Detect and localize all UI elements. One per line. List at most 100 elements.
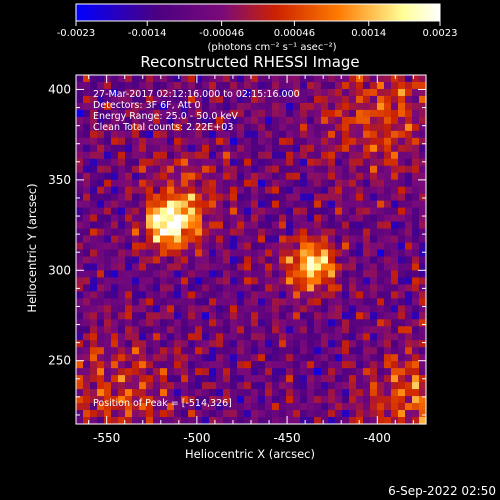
heatmap-cell [104, 130, 112, 139]
heatmap-cell [251, 158, 259, 167]
heatmap-cell [370, 130, 378, 139]
heatmap-cell [237, 403, 245, 411]
heatmap-cell [349, 256, 357, 265]
heatmap-cell [370, 95, 378, 104]
heatmap-cell [307, 179, 315, 188]
heatmap-cell [419, 263, 427, 272]
heatmap-cell [216, 221, 224, 230]
heatmap-cell [230, 116, 238, 125]
heatmap-cell [321, 144, 329, 153]
heatmap-cell [391, 242, 399, 251]
heatmap-cell [174, 375, 182, 383]
heatmap-cell [405, 165, 413, 174]
heatmap-cell [181, 354, 189, 362]
heatmap-cell [174, 270, 182, 279]
heatmap-cell [202, 417, 210, 425]
heatmap-cell [90, 256, 98, 265]
heatmap-cell [153, 389, 161, 397]
heatmap-cell [251, 186, 259, 195]
heatmap-cell [307, 291, 315, 299]
heatmap-cell [300, 284, 308, 292]
heatmap-cell [314, 305, 322, 313]
heatmap-cell [209, 130, 217, 139]
heatmap-cell [167, 130, 175, 139]
heatmap-cell [237, 172, 245, 181]
heatmap-cell [160, 368, 168, 376]
heatmap-cell [118, 263, 126, 272]
heatmap-cell [293, 130, 301, 139]
heatmap-cell [328, 249, 336, 258]
heatmap-cell [370, 410, 378, 418]
heatmap-cell [328, 193, 336, 202]
heatmap-cell [153, 207, 161, 216]
heatmap-cell [314, 102, 322, 111]
heatmap-cell [83, 298, 91, 306]
heatmap-cell [230, 228, 238, 237]
heatmap-cell [195, 151, 203, 160]
heatmap-cell [398, 109, 406, 118]
heatmap-cell [321, 186, 329, 195]
heatmap-cell [202, 75, 210, 83]
heatmap-cell [244, 95, 252, 104]
heatmap-cell [125, 214, 133, 223]
heatmap-cell [293, 340, 301, 348]
heatmap-cell [244, 382, 252, 390]
heatmap-cell [209, 249, 217, 258]
heatmap-cell [356, 375, 364, 383]
heatmap-cell [258, 410, 266, 418]
heatmap-cell [300, 263, 308, 272]
heatmap-cell [377, 123, 385, 132]
heatmap-cell [279, 417, 287, 425]
heatmap-cell [384, 403, 392, 411]
heatmap-cell [391, 116, 399, 125]
heatmap-cell [132, 95, 140, 104]
heatmap-cell [146, 319, 154, 327]
heatmap-cell [153, 249, 161, 258]
heatmap-cell [76, 179, 84, 188]
heatmap-cell [377, 368, 385, 376]
heatmap-cell [314, 172, 322, 181]
heatmap-cell [328, 186, 336, 195]
heatmap-cell [321, 319, 329, 327]
heatmap-cell [188, 263, 196, 272]
heatmap-cell [237, 88, 245, 97]
heatmap-cell [174, 109, 182, 118]
heatmap-cell [90, 305, 98, 313]
heatmap-cell [307, 200, 315, 209]
heatmap-cell [419, 200, 427, 209]
heatmap-cell [125, 221, 133, 230]
heatmap-cell [111, 214, 119, 223]
heatmap-cell [174, 368, 182, 376]
heatmap-cell [377, 158, 385, 167]
heatmap-cell [202, 361, 210, 369]
heatmap-cell [258, 270, 266, 279]
heatmap-cell [370, 235, 378, 244]
heatmap-cell [223, 375, 231, 383]
heatmap-cell [391, 326, 399, 334]
heatmap-cell [174, 319, 182, 327]
heatmap-cell [97, 368, 105, 376]
heatmap-cell [279, 270, 287, 279]
heatmap-cell [265, 242, 273, 251]
heatmap-cell [321, 312, 329, 320]
heatmap-cell [356, 144, 364, 153]
heatmap-cell [335, 151, 343, 160]
heatmap-cell [405, 144, 413, 153]
heatmap-cell [335, 144, 343, 153]
heatmap-cell [237, 130, 245, 139]
heatmap-cell [328, 305, 336, 313]
heatmap-cell [97, 340, 105, 348]
heatmap-cell [286, 298, 294, 306]
heatmap-cell [111, 361, 119, 369]
heatmap-cell [139, 242, 147, 251]
heatmap-cell [146, 368, 154, 376]
heatmap-cell [230, 368, 238, 376]
heatmap-cell [398, 158, 406, 167]
heatmap-cell [167, 179, 175, 188]
heatmap-cell [279, 214, 287, 223]
heatmap-cell [370, 193, 378, 202]
heatmap-cell [132, 333, 140, 341]
heatmap-cell [349, 186, 357, 195]
heatmap-cell [328, 221, 336, 230]
heatmap-cell [195, 165, 203, 174]
